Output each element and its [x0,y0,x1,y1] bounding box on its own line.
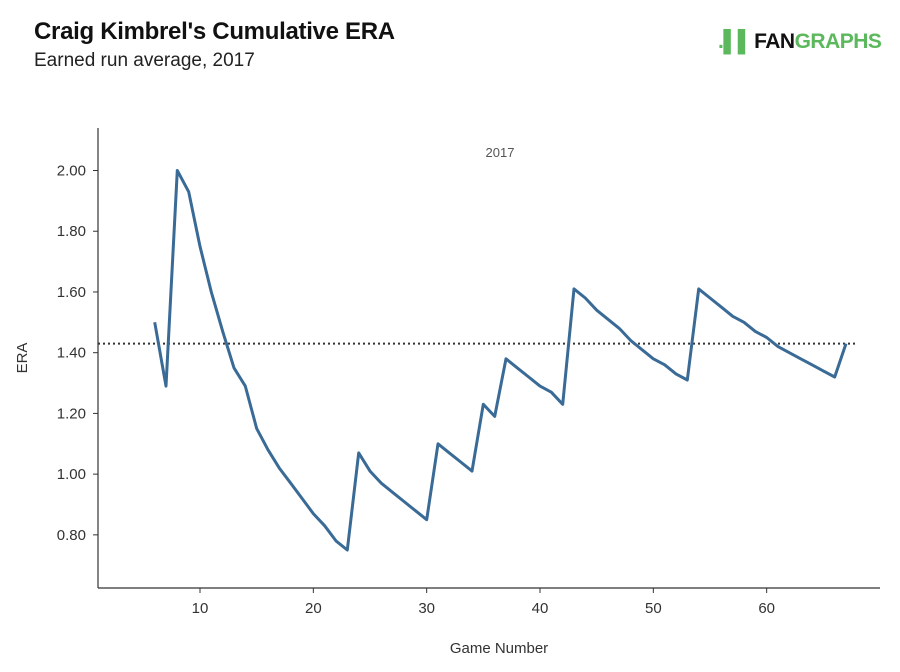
y-axis-label: ERA [14,343,31,374]
x-tick-label: 50 [645,600,662,617]
y-tick-label: 1.20 [57,405,86,422]
x-tick-label: 20 [305,600,322,617]
chart-subtitle: Earned run average, 2017 [34,50,255,71]
y-tick-label: 2.00 [57,163,86,180]
chart-title: Craig Kimbrel's Cumulative ERA [34,18,395,45]
logo-text-fan: FAN [754,30,795,53]
logo-mark-icon: .▌▌ [718,30,753,53]
y-tick-label: 1.00 [57,466,86,483]
x-tick-label: 60 [758,600,775,617]
x-tick-label: 10 [192,600,209,617]
fangraphs-logo: .▌▌FANGRAPHS [718,30,882,54]
y-tick-label: 1.40 [57,345,86,362]
year-annotation: 2017 [486,145,515,160]
logo-text-graphs: GRAPHS [794,30,882,53]
y-tick-label: 1.80 [57,223,86,240]
y-tick-label: 1.60 [57,284,86,301]
era-series-line [153,169,848,552]
y-tick-label: 0.80 [57,527,86,544]
x-tick-label: 40 [532,600,549,617]
x-axis-label: Game Number [450,640,548,657]
x-tick-label: 30 [418,600,435,617]
